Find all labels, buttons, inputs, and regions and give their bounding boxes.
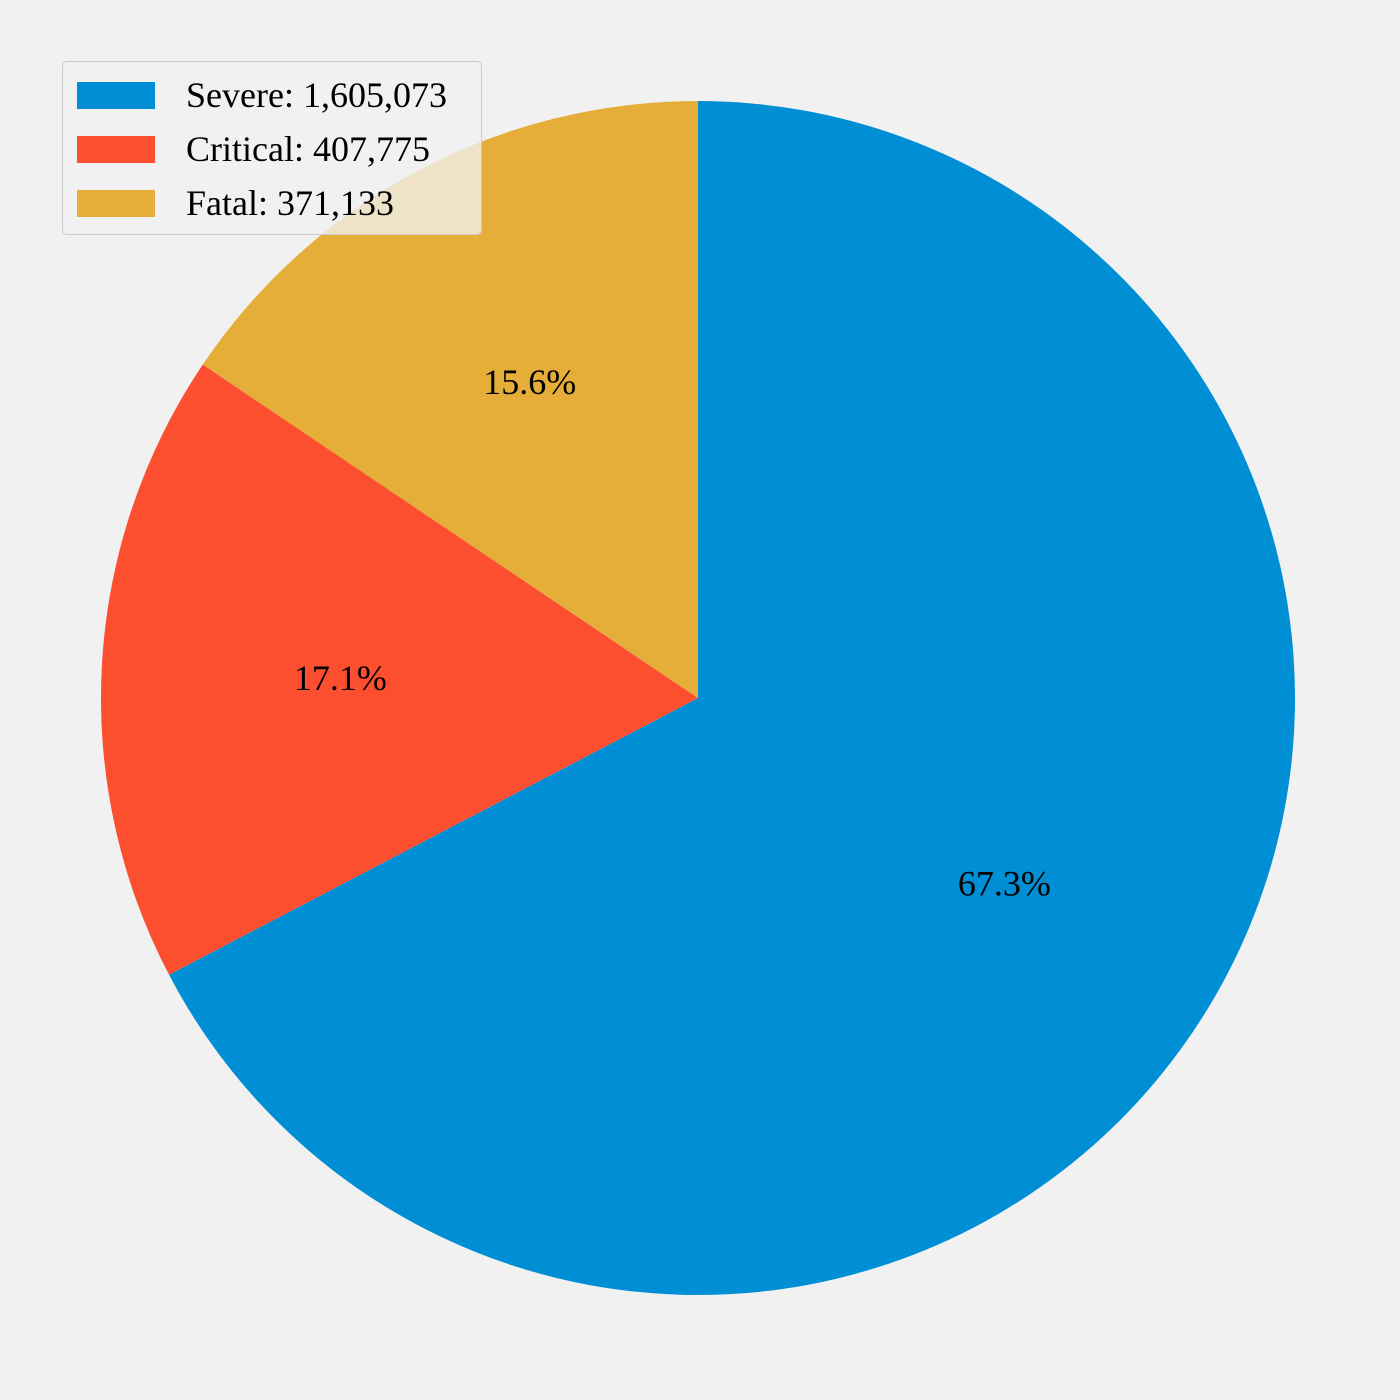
- slice-percent-label-critical: 17.1%: [294, 658, 387, 698]
- legend-label-critical: Critical: 407,775: [186, 129, 430, 169]
- legend-swatch-fatal: [77, 189, 155, 217]
- slice-percent-label-severe: 67.3%: [958, 864, 1051, 904]
- legend-item-fatal: Fatal: 371,133: [77, 176, 467, 230]
- legend: Severe: 1,605,073 Critical: 407,775 Fata…: [62, 61, 482, 235]
- slice-percent-label-fatal: 15.6%: [483, 362, 576, 402]
- pie-slice-critical: [101, 364, 699, 975]
- legend-item-severe: Severe: 1,605,073: [77, 68, 467, 122]
- legend-item-critical: Critical: 407,775: [77, 122, 467, 176]
- legend-label-severe: Severe: 1,605,073: [186, 75, 447, 115]
- legend-swatch-critical: [77, 135, 155, 163]
- pie-slice-severe: [169, 101, 1295, 1295]
- legend-label-fatal: Fatal: 371,133: [186, 183, 394, 223]
- pie-slice-fatal: [202, 101, 698, 698]
- legend-swatch-severe: [77, 81, 155, 109]
